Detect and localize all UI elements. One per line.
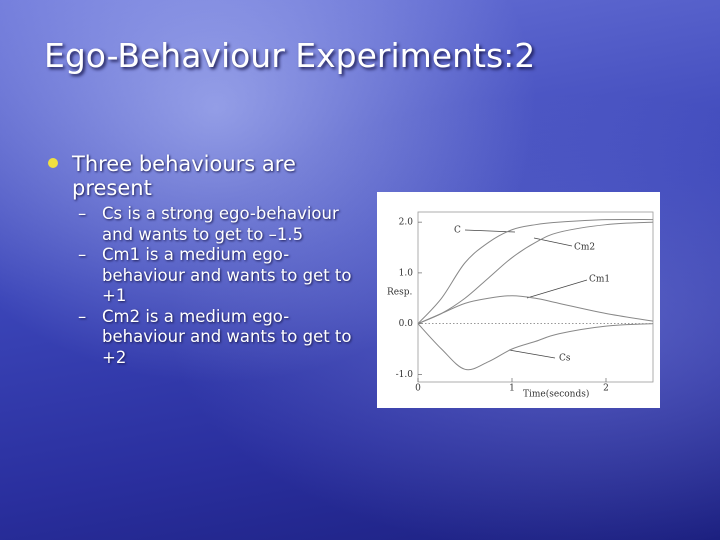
- sub-bullet: Cm1 is a medium ego-behaviour and wants …: [78, 245, 353, 307]
- curve-label: C: [454, 226, 461, 236]
- bullet-dot: [48, 158, 58, 168]
- curve-label: Cs: [559, 354, 571, 364]
- curve: [417, 295, 654, 325]
- x-tick-label: 1: [509, 384, 515, 394]
- y-tick-label: 1.0: [399, 268, 414, 278]
- curve: [417, 323, 654, 371]
- x-tick-label: 2: [603, 384, 609, 394]
- x-tick-label: 0: [415, 384, 421, 394]
- curve: [417, 221, 654, 325]
- sub-bullet: Cs is a strong ego-behaviour and wants t…: [78, 204, 353, 245]
- y-tick-label: 2.0: [399, 218, 414, 228]
- figure: Resp. Time(seconds) C Cm2 Cm1 Cs 2.0 1.0 0…: [377, 192, 660, 408]
- sub-bullet: Cm2 is a medium ego-behaviour and wants …: [78, 307, 353, 369]
- x-axis-label: Time(seconds): [523, 389, 589, 400]
- curve-label: Cm2: [574, 243, 595, 253]
- y-axis-label: Resp.: [387, 288, 412, 298]
- bullet: Three behaviours are present: [72, 152, 296, 200]
- sub-list: Cs is a strong ego-behaviour and wants t…: [78, 204, 353, 368]
- curve: [417, 218, 654, 324]
- slide-title: Ego-Behaviour Experiments:2: [44, 36, 536, 75]
- arrows: [464, 229, 588, 359]
- y-tick-label: 0.0: [399, 319, 414, 329]
- curve-label: Cm1: [589, 275, 610, 285]
- y-tick-label: -1.0: [396, 370, 414, 380]
- plot-frame: [417, 211, 654, 383]
